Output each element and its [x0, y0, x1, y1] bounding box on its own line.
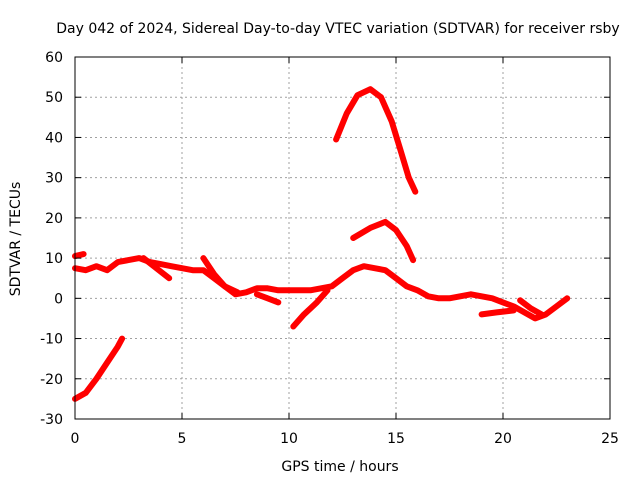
series-line-branch-e — [478, 307, 517, 318]
y-tick-label: 40 — [45, 130, 63, 146]
grid-lines — [75, 57, 610, 419]
series-line-branch-a — [140, 255, 173, 282]
series-line-rise-morning — [72, 335, 126, 402]
y-tick-label: 10 — [45, 251, 63, 267]
y-tick-label: 30 — [45, 171, 63, 187]
series-line-branch-f — [517, 297, 545, 318]
y-tick-label: 50 — [45, 90, 63, 106]
x-tick-label: 20 — [494, 431, 512, 447]
series-line-branch-b — [200, 255, 241, 296]
x-tick-label: 10 — [280, 431, 298, 447]
x-tick-label: 15 — [387, 431, 405, 447]
y-axis-label: SDTVAR / TECUs — [8, 182, 24, 297]
plot-frame — [74, 56, 611, 420]
chart-title: Day 042 of 2024, Sidereal Day-to-day VTE… — [56, 21, 619, 37]
data-series — [72, 86, 571, 402]
series-line-branch-d — [290, 287, 331, 330]
x-tick-label: 5 — [178, 431, 187, 447]
y-tick-label: -30 — [40, 412, 63, 428]
series-line-peak-mid — [350, 218, 417, 264]
series-line-peak-large — [333, 86, 419, 195]
y-axis-ticks: -30 -20 -10 0 10 20 30 40 50 60 — [40, 50, 610, 428]
x-tick-label: 0 — [71, 431, 80, 447]
y-tick-label: -10 — [40, 332, 63, 348]
x-tick-label: 25 — [601, 431, 619, 447]
series-line-early-high — [72, 251, 87, 260]
y-tick-label: -20 — [40, 372, 63, 388]
y-tick-label: 0 — [54, 291, 63, 307]
series-line-main — [72, 255, 571, 322]
series-line-branch-c — [253, 291, 282, 306]
x-axis-ticks: 0 5 10 15 20 25 — [71, 57, 619, 447]
x-axis-label: GPS time / hours — [281, 459, 398, 475]
y-tick-label: 60 — [45, 50, 63, 66]
y-tick-label: 20 — [45, 211, 63, 227]
